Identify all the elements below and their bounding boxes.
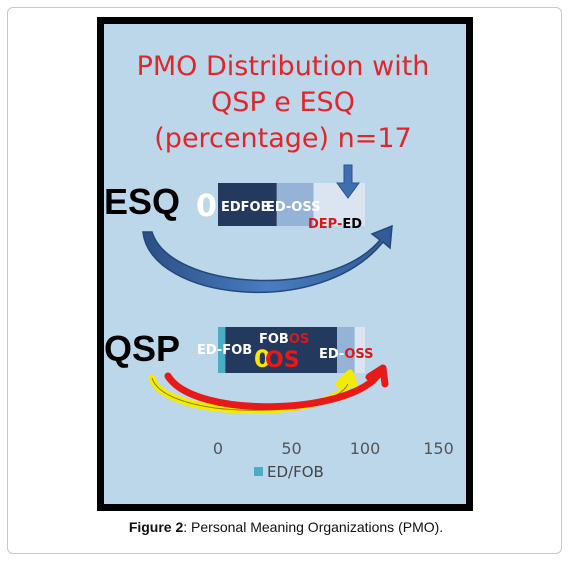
qsp-edoss-label: ED-OSS xyxy=(319,347,374,362)
qsp-edfob-label: ED-FOB xyxy=(197,343,252,358)
qsp-yellow-zero: 0 xyxy=(254,345,271,373)
x-tick-label-100: 100 xyxy=(350,439,381,458)
legend-swatch-edfob xyxy=(254,467,263,476)
qsp-edoss-prefix: ED- xyxy=(319,347,344,362)
bar-esq-segment-4 xyxy=(313,183,365,226)
esq-dep-prefix: DEP- xyxy=(308,217,342,232)
chart-title-line-1: PMO Distribution with xyxy=(137,51,430,82)
caption-label: Figure 2 xyxy=(128,519,184,535)
x-tick-label-0: 0 xyxy=(213,439,223,458)
x-tick-label-50: 50 xyxy=(281,439,301,458)
qsp-edoss-suffix: OSS xyxy=(344,347,373,362)
bar-qsp-segment-1 xyxy=(218,327,226,373)
x-tick-label-150: 150 xyxy=(423,439,454,458)
figure-caption: Figure 2: Personal Meaning Organizations… xyxy=(0,519,572,535)
bar-qsp-segment-3 xyxy=(337,327,355,373)
qsp-red-os: OS xyxy=(265,348,300,373)
qsp-fob: FOB xyxy=(259,332,289,347)
esq-dep-suffix: ED xyxy=(342,217,362,232)
bar-qsp-segment-2 xyxy=(225,327,338,373)
category-label-qsp: QSP xyxy=(104,328,180,369)
esq-edoss-label: ED-OSS xyxy=(266,200,321,215)
chart-title-line-3: (percentage) n=17 xyxy=(154,123,411,154)
down-arrow-icon xyxy=(336,164,360,199)
category-label-esq: ESQ xyxy=(104,181,180,222)
qsp-os: OS xyxy=(289,332,309,347)
chart-title-line-2: QSP e ESQ xyxy=(211,87,355,118)
bar-qsp-segment-4 xyxy=(354,327,365,373)
bar-esq-segment-2 xyxy=(218,183,277,226)
esq-zero-label: 0 xyxy=(196,189,217,224)
bar-esq-segment-3 xyxy=(276,183,314,226)
legend-label-edfob: ED/FOB xyxy=(267,463,324,481)
caption-text: : Personal Meaning Organizations (PMO). xyxy=(183,519,444,535)
esq-arc-arrow xyxy=(142,224,393,293)
esq-dep-label: DEP-ED xyxy=(308,217,362,232)
qsp-fobos-label: FOBOS xyxy=(259,332,309,347)
red-arc-arrow xyxy=(164,364,389,411)
esq-edfob-label: EDFOB xyxy=(221,200,271,215)
